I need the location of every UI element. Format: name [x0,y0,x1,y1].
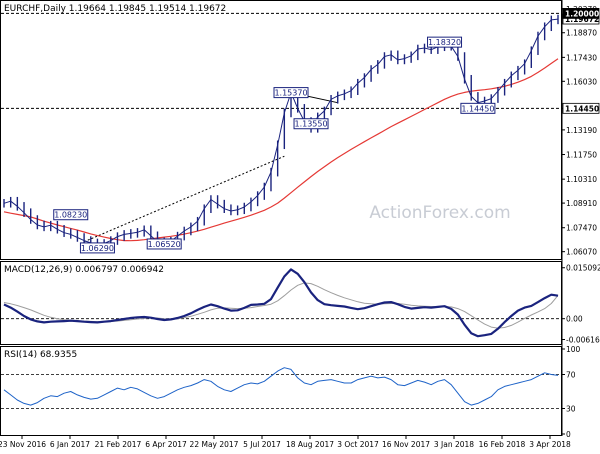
x-tick-label: 3 Apr 2018 [529,440,571,449]
rsi-panel-title: RSI(14) 68.9355 [4,350,77,360]
price-y-tick-label: 1.17430 [566,53,597,62]
annotation-label: 1.13550 [294,120,327,129]
rsi-line [3,367,559,406]
annotation-label: 1.06290 [81,244,114,253]
annotation-box [53,209,89,221]
annotation-1.13550: 1.13550 [293,118,329,130]
annotation-label: 1.14450 [461,104,494,113]
level-1-badge-label: 1.20000 [565,9,599,18]
x-tick-label: 3 Oct 2017 [337,440,379,449]
macd-y-axis: 0.015092 0.00 -0.006163 [562,264,600,344]
annotation-1.06520: 1.06520 [146,238,182,250]
trendline-1 [83,155,285,243]
annotation-1.15370: 1.15370 [273,87,309,99]
price-y-tick-label: 1.13190 [566,126,597,135]
x-tick-label: 21 Feb 2017 [95,440,142,449]
x-tick-label: 3 Jan 2018 [434,440,474,449]
annotation-box [293,118,329,130]
price-y-tick-label: 1.08910 [566,199,597,208]
level-1-badge-box [562,8,600,19]
x-tick-label: 6 Apr 2017 [145,440,187,449]
x-tick-label: 5 Jul 2017 [243,440,281,449]
macd-series [1,268,561,338]
x-tick-label: 23 Nov 2016 [0,440,46,449]
annotation-label: 1.18320 [428,38,461,47]
annotation-1.08230: 1.08230 [53,209,89,221]
annotation-box [460,102,496,114]
x-tick-label: 22 May 2017 [190,440,239,449]
price-y-tick-label: 1.16030 [566,77,597,86]
macd-y-tick-label: 0.00 [566,315,583,324]
rsi-panel-frame [0,346,562,436]
price-y-tick-label: 1.10310 [566,175,597,184]
macd-panel-title: MACD(12,26,9) 0.006797 0.006942 [4,265,164,275]
macd-line [3,268,559,338]
price-y-axis: 1.202701.188701.174301.160301.144501.131… [562,5,597,257]
price-y-tick-label: 1.07470 [566,224,597,233]
macd-y-tick-label: -0.006163 [566,335,600,344]
price-y-tick-label: 1.18870 [566,29,597,38]
price-panel-title: EURCHF,Daily 1.19664 1.19845 1.19514 1.1… [4,4,226,14]
x-axis: 23 Nov 2016 6 Jan 2017 21 Feb 2017 6 Apr 20… [0,436,571,449]
level-2-badge-box [562,102,600,114]
level-2-badge: 1.14450 [562,102,600,114]
annotation-label: 1.15370 [274,89,307,98]
annotation-box [273,87,309,99]
x-tick-label: 6 Jan 2017 [50,440,90,449]
rsi-y-tick-label: 0 [566,430,571,439]
annotation-box [427,36,463,48]
macd-y-tick-label: 0.015092 [566,264,600,273]
x-tick-label: 16 Feb 2018 [479,440,526,449]
rsi-y-tick-label: 30 [566,405,576,414]
x-tick-label: 16 Nov 2017 [382,440,430,449]
annotation-label: 1.06520 [148,240,181,249]
annotation-1.14450: 1.14450 [460,102,496,114]
price-y-tick-label: 1.11750 [566,151,597,160]
annotation-1.06290: 1.06290 [79,242,115,254]
rsi-y-tick-label: 100 [566,345,581,354]
rsi-y-axis: 100 70 30 0 [562,345,581,439]
watermark: ActionForex.com [369,203,510,223]
level-2-badge-label: 1.14450 [565,104,599,113]
current-price-badge-label: 1.19672 [565,15,599,24]
x-tick-label: 18 Aug 2017 [286,440,334,449]
price-y-tick-label: 1.06070 [566,248,597,257]
level-1-badge: 1.20000 [562,8,600,19]
annotation-box [79,242,115,254]
moving-average-line [3,58,559,242]
annotation-label: 1.08230 [54,211,87,220]
annotation-1.18320: 1.18320 [427,36,463,48]
annotation-box [146,238,182,250]
rsi-y-tick-label: 70 [566,371,576,380]
rsi-series [1,367,561,409]
price-annotations: 1.08230 1.06290 1.06520 1.15370 1.13550 1.183… [53,36,496,254]
